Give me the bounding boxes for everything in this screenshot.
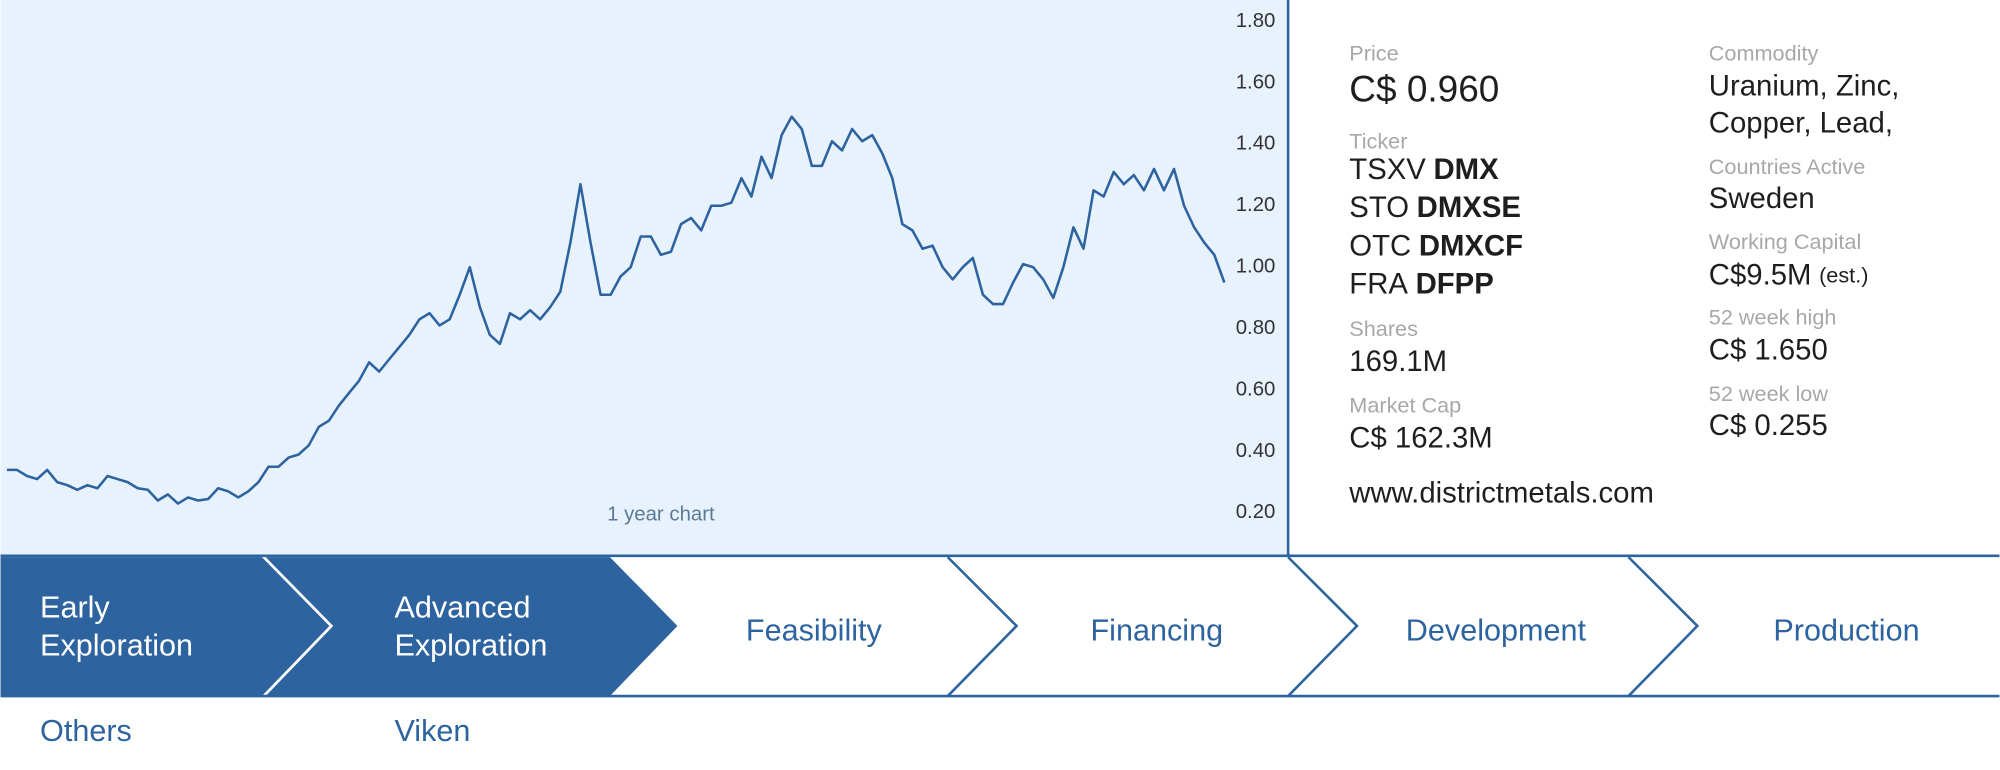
info-label: Commodity xyxy=(1709,41,1819,66)
info-label: 52 week high xyxy=(1709,304,1837,329)
y-tick-label: 1.20 xyxy=(1236,194,1276,216)
ticker-symbol: DMXSE xyxy=(1417,191,1521,224)
stage-label: Production xyxy=(1773,613,1919,647)
stage-projects: Others xyxy=(40,714,132,748)
chart-background xyxy=(0,0,1289,556)
stage-projects: Viken xyxy=(394,714,470,748)
info-value: C$9.5M (est.) xyxy=(1709,258,1869,291)
info-value: Sweden xyxy=(1709,182,1815,215)
stage-label: Early xyxy=(40,590,110,624)
stage-label: Exploration xyxy=(394,629,547,663)
ticker: FRA DFPP xyxy=(1349,267,1493,300)
info-label: Market Cap xyxy=(1349,392,1461,417)
info-label: Countries Active xyxy=(1709,154,1865,179)
y-tick-label: 0.20 xyxy=(1236,501,1276,523)
website: www.districtmetals.com xyxy=(1348,476,1654,509)
ticker-exchange: STO xyxy=(1349,191,1409,224)
ticker-exchange: OTC xyxy=(1349,229,1411,262)
info-value: Copper, Lead, xyxy=(1709,107,1893,140)
ticker: STO DMXSE xyxy=(1349,191,1521,224)
info-value: C$ 0.255 xyxy=(1709,409,1828,442)
info-label: Ticker xyxy=(1349,129,1407,154)
info-label: Shares xyxy=(1349,316,1418,341)
stage-label: Feasibility xyxy=(746,613,883,647)
working-capital: C$9.5M xyxy=(1709,258,1812,291)
ticker-exchange: FRA xyxy=(1349,267,1408,300)
y-tick-label: 0.40 xyxy=(1236,440,1276,462)
info-value: C$ 0.960 xyxy=(1349,69,1499,110)
stage-label: Financing xyxy=(1091,613,1224,647)
y-tick-label: 1.00 xyxy=(1236,256,1276,278)
ticker-symbol: DMXCF xyxy=(1419,229,1523,262)
ticker: TSXV DMX xyxy=(1349,153,1499,186)
ticker-symbol: DFPP xyxy=(1416,267,1494,300)
info-value: C$ 1.650 xyxy=(1709,334,1828,367)
stage-label: Development xyxy=(1406,613,1587,647)
info-value: C$ 162.3M xyxy=(1349,422,1492,455)
chart-note: 1 year chart xyxy=(607,503,715,525)
stage-outlines xyxy=(0,554,2000,698)
stage-chevron xyxy=(0,557,330,697)
info-label: Working Capital xyxy=(1709,229,1861,254)
info-value: 169.1M xyxy=(1349,345,1447,378)
working-capital-note: (est.) xyxy=(1819,262,1868,287)
ticker: OTC DMXCF xyxy=(1349,229,1523,262)
ticker-exchange: TSXV xyxy=(1349,153,1426,186)
ticker-symbol: DMX xyxy=(1434,153,1500,186)
price-line xyxy=(6,115,1226,505)
y-tick-label: 1.40 xyxy=(1236,133,1276,155)
stage-chevron xyxy=(265,557,678,697)
stage-label: Advanced xyxy=(394,590,530,624)
info-value: Uranium, Zinc, xyxy=(1709,70,1900,103)
y-tick-label: 1.80 xyxy=(1236,10,1276,32)
info-label: 52 week low xyxy=(1709,381,1829,406)
info-label: Price xyxy=(1349,41,1398,66)
y-tick-label: 0.80 xyxy=(1236,317,1276,339)
y-tick-label: 0.60 xyxy=(1236,378,1276,400)
stage-label: Exploration xyxy=(40,629,193,663)
y-tick-label: 1.60 xyxy=(1236,71,1276,93)
